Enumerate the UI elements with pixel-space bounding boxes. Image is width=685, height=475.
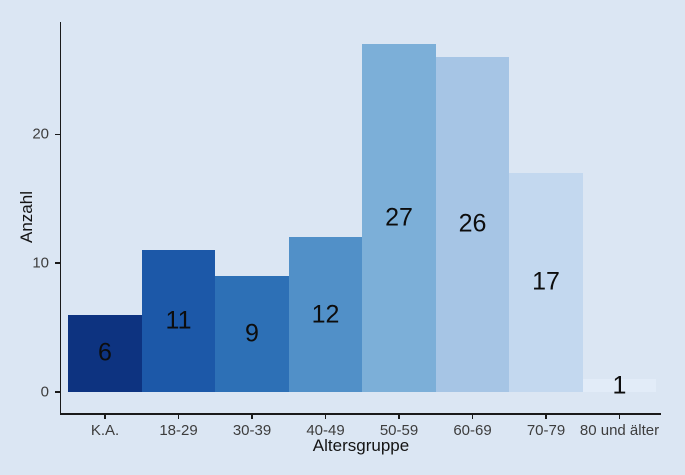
y-axis-title: Anzahl [17,191,36,243]
bar-value-label: 26 [458,209,487,238]
y-tick-label: 10 [32,254,49,272]
x-tick-mark [545,414,547,419]
bar-60-69 [435,56,510,392]
y-axis-line [59,22,61,415]
x-axis-title: Altersgruppe [312,436,410,455]
bar-value-label: 27 [385,203,413,232]
bar-value-label: 12 [311,300,340,329]
bar-80 und älter [582,379,657,392]
bar-70-79 [509,172,583,392]
bar-value-label: 1 [612,371,627,400]
y-tick-label: 20 [32,125,49,143]
x-tick-label-40-49: 40-49 [306,422,345,439]
bar-30-39 [215,276,289,392]
bar-50-59 [362,44,436,392]
bar-value-label: 11 [165,306,192,335]
x-tick-mark [398,414,400,419]
y-tick-mark [55,262,60,264]
x-tick-mark [104,414,106,419]
x-tick-label-60-69: 60-69 [453,422,492,439]
bar-value-label: 17 [532,267,560,296]
bar-K.A. [68,314,142,392]
x-tick-mark [177,414,180,419]
x-tick-label-80 und älter: 80 und älter [579,422,660,439]
x-tick-mark [618,414,621,419]
x-axis-line [59,413,661,415]
bar-18-29 [141,250,216,392]
x-tick-label-K.A.: K.A. [90,422,120,439]
x-tick-mark [251,414,253,419]
x-tick-label-30-39: 30-39 [232,422,272,439]
y-tick-label: 0 [40,383,49,401]
x-tick-mark [471,414,474,419]
x-tick-label-50-59: 50-59 [379,422,419,439]
x-tick-mark [324,414,327,419]
bar-40-49 [288,237,363,392]
x-tick-label-18-29: 18-29 [159,422,198,439]
x-tick-label-70-79: 70-79 [526,422,566,439]
y-tick-mark [55,133,60,136]
bar-value-label: 6 [98,338,112,367]
bar-value-label: 9 [245,319,259,348]
y-tick-mark [55,391,60,393]
